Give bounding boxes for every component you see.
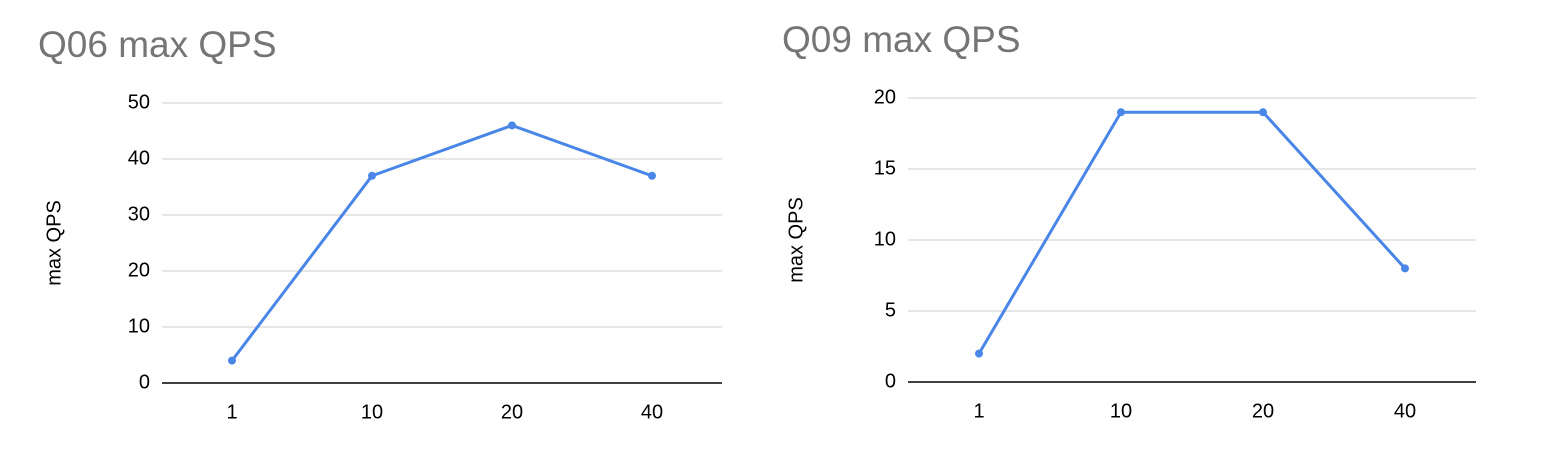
x-tick-label: 20 <box>1252 400 1274 422</box>
y-tick-label: 30 <box>128 203 150 225</box>
x-tick-label: 10 <box>361 401 383 423</box>
data-point <box>368 171 376 180</box>
x-tick-label: 40 <box>1394 400 1416 422</box>
data-point <box>508 121 516 130</box>
data-point <box>228 356 236 365</box>
y-tick-label: 50 <box>128 91 150 113</box>
y-tick-label: 5 <box>885 299 896 321</box>
data-point <box>1259 108 1267 117</box>
series-line <box>230 123 653 362</box>
x-tick-label: 1 <box>226 401 237 423</box>
y-tick-label: 0 <box>139 371 150 393</box>
y-axis-label: max QPS <box>785 197 807 283</box>
y-tick-label: 20 <box>128 259 150 281</box>
x-tick-label: 1 <box>973 400 984 422</box>
y-tick-label: 10 <box>128 315 150 337</box>
y-axis-label: max QPS <box>43 200 65 286</box>
data-point <box>975 349 983 358</box>
x-tick-label: 10 <box>1110 400 1132 422</box>
chart-title: Q06 max QPS <box>38 24 277 65</box>
data-point <box>648 171 656 180</box>
x-tick-label: 40 <box>641 401 663 423</box>
chart-title: Q09 max QPS <box>782 19 1021 60</box>
series-line <box>977 110 1407 355</box>
data-point <box>1117 108 1125 117</box>
y-tick-label: 10 <box>874 228 896 250</box>
y-tick-label: 0 <box>885 370 896 392</box>
data-point <box>1401 264 1409 273</box>
y-tick-label: 20 <box>874 86 896 108</box>
y-tick-label: 40 <box>128 147 150 169</box>
x-tick-label: 20 <box>501 401 523 423</box>
y-tick-label: 15 <box>874 157 896 179</box>
